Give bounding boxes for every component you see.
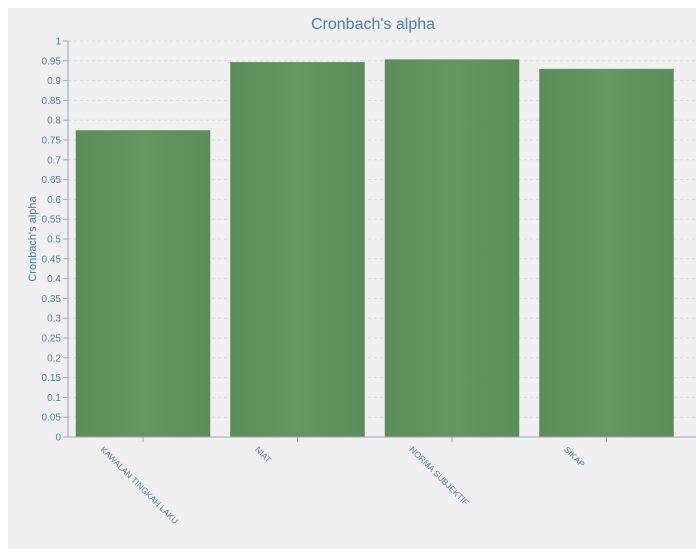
chart-title: Cronbach's alpha <box>311 16 435 33</box>
y-tick-label: 0.1 <box>47 393 61 404</box>
bar <box>230 62 365 438</box>
bars <box>75 59 674 438</box>
y-tick-label: 0.65 <box>42 175 62 186</box>
y-tick-label: 0.2 <box>47 353 61 364</box>
y-tick-labels: 0 0.05 0.1 0.15 0.2 0.25 0.3 0.35 0.4 0.45 0.5 0.55… <box>42 37 62 444</box>
y-tick-label: 0.7 <box>47 155 61 166</box>
y-tick-label: 0.85 <box>42 96 62 107</box>
y-tick-label: 0.3 <box>47 314 61 325</box>
y-tick-label: 1 <box>55 37 61 48</box>
y-tick-label: 0.4 <box>47 274 61 285</box>
y-axis-label: Cronbach's alpha <box>27 195 39 281</box>
y-tick-label: 0.6 <box>47 195 61 206</box>
bar <box>539 68 674 438</box>
y-tick-label: 0.05 <box>42 413 62 424</box>
y-tick-label: 0 <box>55 433 61 444</box>
y-tick-label: 0.75 <box>42 136 62 147</box>
bar <box>384 59 520 438</box>
y-tick-label: 0.25 <box>42 334 62 345</box>
y-tick-label: 0.8 <box>47 116 61 127</box>
y-tick-label: 0.45 <box>42 254 62 265</box>
y-tick-label: 0.35 <box>42 294 62 305</box>
y-tick-label: 0.9 <box>47 76 61 87</box>
y-tick-label: 0.5 <box>47 235 61 246</box>
axes <box>63 40 696 442</box>
y-tick-label: 0.15 <box>42 373 62 384</box>
y-tick-label: 0.55 <box>42 215 62 226</box>
bar <box>75 130 211 438</box>
y-tick-label: 0.95 <box>42 56 62 67</box>
